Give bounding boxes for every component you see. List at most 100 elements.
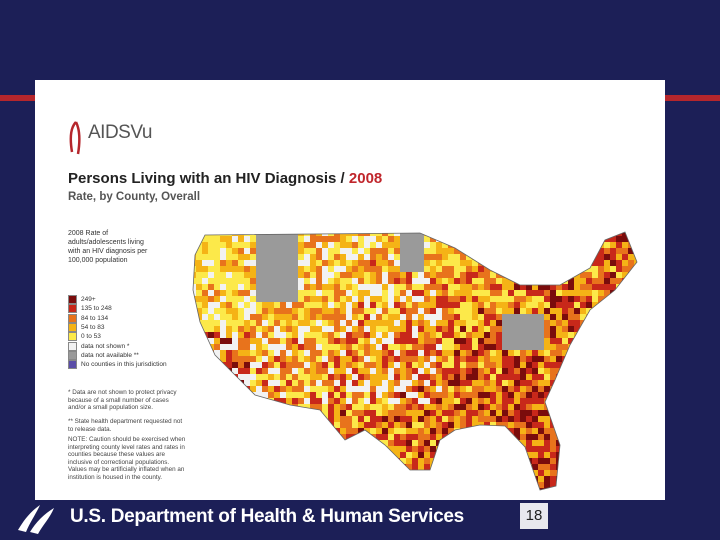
- county-cell: [352, 404, 358, 410]
- county-cell: [364, 254, 370, 260]
- county-cell: [454, 434, 460, 440]
- county-cell: [226, 374, 232, 380]
- county-cell: [508, 350, 514, 356]
- county-cell: [610, 434, 616, 440]
- county-cell: [250, 488, 256, 490]
- county-cell: [610, 386, 616, 392]
- county-cell: [328, 266, 334, 272]
- county-cell: [256, 410, 262, 416]
- county-cell: [292, 434, 298, 440]
- county-cell: [556, 428, 562, 434]
- county-cell: [502, 434, 508, 440]
- county-cell: [196, 326, 202, 332]
- county-cell: [472, 470, 478, 476]
- county-cell: [250, 446, 256, 452]
- county-cell: [406, 272, 412, 278]
- county-cell: [292, 278, 298, 284]
- county-cell: [388, 422, 394, 428]
- county-cell: [550, 410, 556, 416]
- county-cell: [238, 290, 244, 296]
- county-cell: [484, 452, 490, 458]
- county-cell: [466, 488, 472, 490]
- county-cell: [388, 332, 394, 338]
- county-cell: [628, 434, 634, 440]
- county-cell: [418, 272, 424, 278]
- county-cell: [622, 308, 628, 314]
- county-cell: [268, 470, 274, 476]
- county-cell: [316, 236, 322, 242]
- county-cell: [232, 290, 238, 296]
- legend-item: No counties in this jurisdiction: [68, 360, 167, 370]
- county-cell: [226, 458, 232, 464]
- county-cell: [568, 464, 574, 470]
- county-cell: [262, 452, 268, 458]
- county-cell: [538, 320, 544, 326]
- county-cell: [316, 344, 322, 350]
- county-cell: [592, 302, 598, 308]
- county-cell: [232, 308, 238, 314]
- county-cell: [256, 398, 262, 404]
- county-cell: [238, 248, 244, 254]
- county-cell: [472, 368, 478, 374]
- county-cell: [490, 338, 496, 344]
- county-cell: [196, 416, 202, 422]
- county-cell: [568, 272, 574, 278]
- county-cell: [508, 260, 514, 266]
- county-cell: [460, 232, 466, 236]
- county-cell: [400, 314, 406, 320]
- county-cell: [322, 314, 328, 320]
- county-cell: [232, 326, 238, 332]
- county-cell: [250, 362, 256, 368]
- county-cell: [322, 308, 328, 314]
- county-cell: [358, 350, 364, 356]
- county-cell: [430, 308, 436, 314]
- county-cell: [358, 410, 364, 416]
- county-cell: [262, 386, 268, 392]
- county-cell: [226, 266, 232, 272]
- county-cell: [376, 254, 382, 260]
- county-cell: [454, 296, 460, 302]
- county-cell: [490, 302, 496, 308]
- county-cell: [526, 422, 532, 428]
- county-cell: [196, 278, 202, 284]
- county-cell: [352, 458, 358, 464]
- county-cell: [520, 232, 526, 236]
- county-cell: [316, 350, 322, 356]
- county-cell: [268, 260, 274, 266]
- county-cell: [436, 410, 442, 416]
- county-cell: [262, 314, 268, 320]
- county-cell: [604, 338, 610, 344]
- county-cell: [424, 452, 430, 458]
- county-cell: [478, 452, 484, 458]
- county-cell: [460, 290, 466, 296]
- county-cell: [574, 476, 580, 482]
- county-cell: [502, 344, 508, 350]
- county-cell: [394, 272, 400, 278]
- county-cell: [454, 488, 460, 490]
- county-cell: [352, 326, 358, 332]
- county-cell: [406, 440, 412, 446]
- county-cell: [394, 434, 400, 440]
- county-cell: [508, 338, 514, 344]
- county-cell: [322, 242, 328, 248]
- county-cell: [430, 338, 436, 344]
- county-cell: [550, 266, 556, 272]
- county-cell: [316, 404, 322, 410]
- county-cell: [454, 232, 460, 236]
- county-cell: [562, 452, 568, 458]
- county-cell: [484, 326, 490, 332]
- county-cell: [574, 302, 580, 308]
- county-cell: [628, 314, 634, 320]
- county-cell: [520, 320, 526, 326]
- county-cell: [250, 284, 256, 290]
- county-cell: [298, 296, 304, 302]
- county-cell: [460, 314, 466, 320]
- county-cell: [406, 416, 412, 422]
- county-cell: [508, 422, 514, 428]
- county-cell: [250, 386, 256, 392]
- county-cell: [412, 290, 418, 296]
- county-cell: [220, 410, 226, 416]
- county-cell: [436, 338, 442, 344]
- county-cell: [574, 320, 580, 326]
- county-cell: [340, 266, 346, 272]
